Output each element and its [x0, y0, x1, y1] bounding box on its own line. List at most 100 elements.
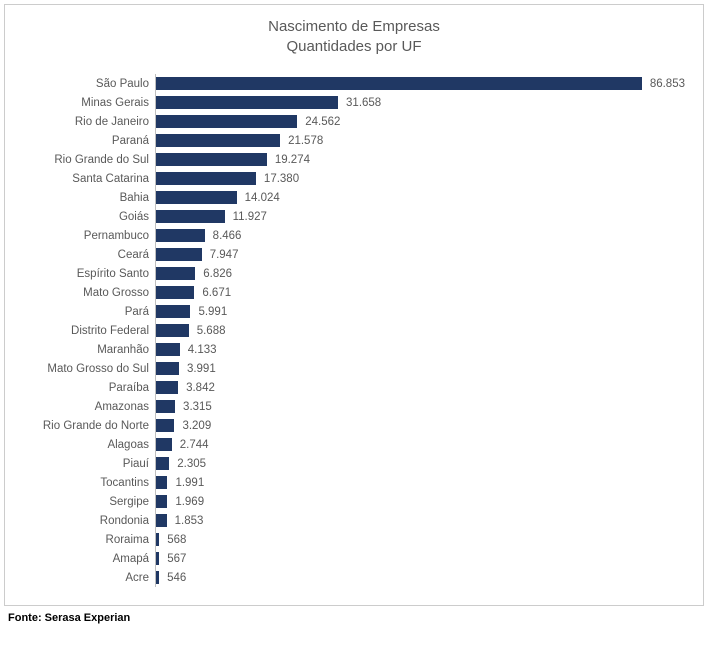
- bar-track: 14.024: [155, 188, 685, 207]
- bar-row: Rio Grande do Sul19.274: [23, 150, 685, 169]
- bar-fill: [156, 153, 267, 166]
- bar-row: Santa Catarina17.380: [23, 169, 685, 188]
- bar-track: 3.842: [155, 378, 685, 397]
- chart-source: Fonte: Serasa Experian: [8, 612, 709, 624]
- chart-plot-area: São Paulo86.853 Minas Gerais 31.658 Rio de …: [23, 74, 685, 587]
- bar-track: 3.315: [155, 397, 685, 416]
- bar-track: 1.991: [155, 473, 685, 492]
- bar-fill: [156, 229, 205, 242]
- bar-track: 86.853: [155, 74, 685, 93]
- bar-fill: [156, 305, 190, 318]
- bar-fill: [156, 115, 297, 128]
- bar-value-label: 4.133: [180, 344, 217, 356]
- bar-track: 2.744: [155, 435, 685, 454]
- bar-track: 2.305: [155, 454, 685, 473]
- bar-value-label: 3.991: [179, 363, 216, 375]
- bar-fill: [156, 134, 280, 147]
- chart-title: Nascimento de Empresas Quantidades por U…: [23, 17, 685, 56]
- bar-row: Rio de Janeiro24.562: [23, 112, 685, 131]
- bar-value-label: 7.947: [202, 249, 239, 261]
- bar-track: 7.947: [155, 245, 685, 264]
- bar-fill: [156, 191, 237, 204]
- bar-fill: [156, 419, 174, 432]
- bar-row: São Paulo86.853: [23, 74, 685, 93]
- bar-fill: [156, 96, 338, 109]
- bar-track: 1.853: [155, 511, 685, 530]
- bar-category-label: Alagoas: [23, 439, 155, 451]
- bar-value-label: 5.688: [189, 325, 226, 337]
- bar-category-label: Paraíba: [23, 382, 155, 394]
- chart-title-line-2: Quantidades por UF: [23, 37, 685, 57]
- bar-track: 5.991: [155, 302, 685, 321]
- bar-row: Bahia14.024: [23, 188, 685, 207]
- bar-row: Rio Grande do Norte3.209: [23, 416, 685, 435]
- bar-value-label: 568: [159, 534, 186, 546]
- bar-category-label: Piauí: [23, 458, 155, 470]
- bar-track: 19.274: [155, 150, 685, 169]
- bar-row: Distrito Federal 5.688: [23, 321, 685, 340]
- bar-category-label: Tocantins: [23, 477, 155, 489]
- bar-category-label: Rio Grande do Sul: [23, 154, 155, 166]
- bar-value-label: 1.969: [167, 496, 204, 508]
- bar-track: 6.826: [155, 264, 685, 283]
- bar-track: 568: [155, 530, 685, 549]
- bar-value-label: 1.991: [167, 477, 204, 489]
- bar-row: Paraná21.578: [23, 131, 685, 150]
- bar-row: Pernambuco 8.466: [23, 226, 685, 245]
- bar-fill: [156, 210, 225, 223]
- chart-container: Nascimento de Empresas Quantidades por U…: [4, 4, 704, 606]
- bar-value-label: 546: [159, 572, 186, 584]
- bar-track: 567: [155, 549, 685, 568]
- bar-fill: [156, 324, 189, 337]
- bar-row: Roraima568: [23, 530, 685, 549]
- bar-category-label: Minas Gerais: [23, 97, 155, 109]
- bar-value-label: 21.578: [280, 135, 323, 147]
- bar-row: Tocantins 1.991: [23, 473, 685, 492]
- bar-fill: [156, 172, 256, 185]
- bar-fill: [156, 495, 167, 508]
- bar-row: Alagoas2.744: [23, 435, 685, 454]
- bar-category-label: Amapá: [23, 553, 155, 565]
- bar-track: 17.380: [155, 169, 685, 188]
- bar-category-label: Bahia: [23, 192, 155, 204]
- bar-value-label: 8.466: [205, 230, 242, 242]
- bar-track: 31.658: [155, 93, 685, 112]
- bar-value-label: 31.658: [338, 97, 381, 109]
- bar-row: Maranhão4.133: [23, 340, 685, 359]
- bar-fill: [156, 362, 179, 375]
- bar-category-label: Santa Catarina: [23, 173, 155, 185]
- bar-row: Piauí 2.305: [23, 454, 685, 473]
- bar-value-label: 2.305: [169, 458, 206, 470]
- bar-fill: [156, 267, 195, 280]
- bar-track: 3.209: [155, 416, 685, 435]
- bar-fill: [156, 476, 167, 489]
- bar-row: Acre 546: [23, 568, 685, 587]
- bar-track: 546: [155, 568, 685, 587]
- bar-row: Paraíba3.842: [23, 378, 685, 397]
- bar-value-label: 567: [159, 553, 186, 565]
- bar-category-label: Distrito Federal: [23, 325, 155, 337]
- bar-category-label: Goiás: [23, 211, 155, 223]
- bar-row: Espírito Santo6.826: [23, 264, 685, 283]
- bar-row: Minas Gerais 31.658: [23, 93, 685, 112]
- bar-category-label: Acre: [23, 572, 155, 584]
- bar-row: Pará5.991: [23, 302, 685, 321]
- bar-row: Ceará7.947: [23, 245, 685, 264]
- bar-track: 21.578: [155, 131, 685, 150]
- bar-category-label: Amazonas: [23, 401, 155, 413]
- bar-track: 8.466: [155, 226, 685, 245]
- bar-track: 4.133: [155, 340, 685, 359]
- bar-category-label: Sergipe: [23, 496, 155, 508]
- bar-fill: [156, 77, 642, 90]
- bar-row: Goiás 11.927: [23, 207, 685, 226]
- bar-value-label: 11.927: [225, 211, 267, 223]
- bar-track: 6.671: [155, 283, 685, 302]
- bar-row: Amazonas3.315: [23, 397, 685, 416]
- bar-category-label: Mato Grosso do Sul: [23, 363, 155, 375]
- bar-value-label: 5.991: [190, 306, 227, 318]
- bar-fill: [156, 438, 172, 451]
- bar-value-label: 3.209: [174, 420, 211, 432]
- bar-row: Mato Grosso6.671: [23, 283, 685, 302]
- bar-track: 24.562: [155, 112, 685, 131]
- bar-category-label: Pernambuco: [23, 230, 155, 242]
